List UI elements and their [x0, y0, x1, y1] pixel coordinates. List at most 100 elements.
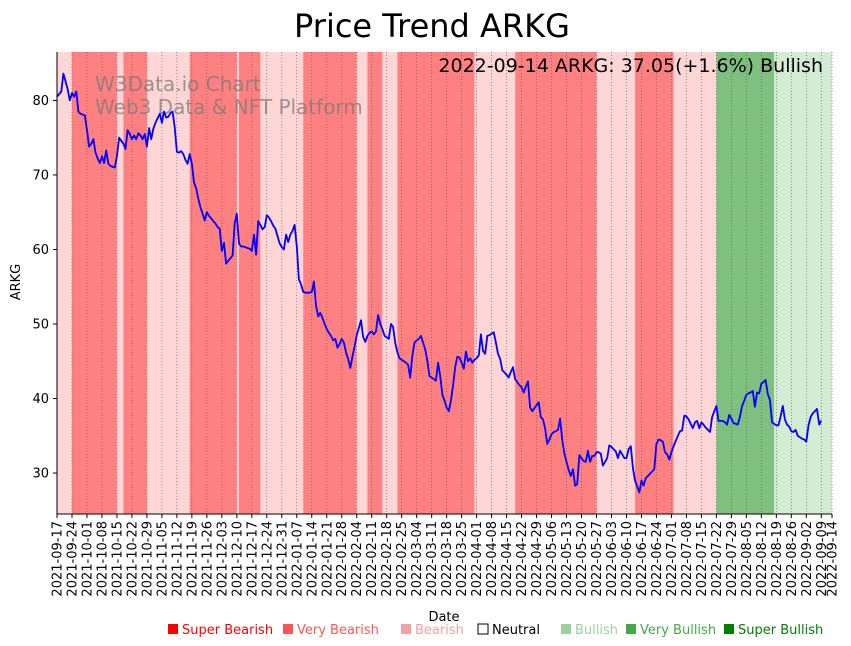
legend-swatch: [283, 624, 293, 634]
x-tick-label: 2021-11-12: [170, 521, 185, 597]
y-tick-label: 40: [32, 392, 49, 407]
legend-swatch: [626, 624, 636, 634]
y-tick-label: 50: [32, 317, 49, 332]
chart-title: Price Trend ARKG: [294, 7, 570, 45]
vertical-gridlines: [56, 52, 833, 514]
legend-label: Neutral: [492, 623, 540, 638]
x-tick-label: 2022-06-03: [605, 521, 620, 597]
x-tick-label: 2022-02-25: [395, 521, 410, 597]
x-tick-label: 2021-12-31: [275, 521, 290, 597]
x-tick-label: 2021-12-10: [230, 521, 245, 597]
sentiment-band-very-bearish: [515, 52, 597, 514]
x-tick-label: 2021-10-22: [125, 521, 140, 597]
sentiment-band-bearish: [116, 52, 124, 514]
x-tick-label: 2022-09-02: [800, 521, 815, 597]
x-tick-label: 2021-10-01: [80, 521, 95, 597]
x-tick-label: 2022-04-22: [515, 521, 530, 597]
x-tick-label: 2022-07-29: [725, 521, 740, 597]
x-tick-label: 2021-10-29: [140, 521, 155, 597]
sentiment-band-bullish: [774, 52, 832, 514]
sentiment-band-very-bearish: [238, 52, 261, 514]
price-series-line: [56, 72, 823, 494]
legend-swatch: [168, 624, 178, 634]
x-axis-ticks: 2021-09-17 2021-09-24 2021-10-01 2021-10-08…: [51, 514, 841, 597]
x-tick-label: 2022-05-27: [590, 521, 605, 597]
sentiment-band-very-bearish: [635, 52, 674, 514]
x-tick-label: 2021-12-24: [260, 521, 275, 597]
x-tick-label: 2021-11-05: [155, 521, 170, 597]
sentiment-band-very-bullish: [716, 52, 775, 514]
sentiment-band-very-bearish: [367, 52, 383, 514]
y-tick-label: 30: [32, 467, 49, 482]
x-tick-label: 2022-04-29: [530, 521, 545, 597]
x-tick-label: 2022-07-22: [710, 521, 725, 597]
x-tick-label: 2022-09-14: [826, 521, 841, 597]
x-tick-label: 2022-03-04: [410, 521, 425, 597]
legend-item-super-bearish: Super Bearish: [168, 623, 273, 638]
x-tick-label: 2022-02-11: [365, 521, 380, 597]
x-tick-label: 2022-03-25: [455, 521, 470, 597]
x-tick-label: 2022-06-10: [620, 521, 635, 597]
sentiment-band-bearish: [673, 52, 717, 514]
legend-label: Super Bullish: [738, 623, 823, 638]
legend-label: Very Bullish: [640, 623, 716, 638]
legend-label: Bullish: [575, 623, 618, 638]
axes: [56, 52, 832, 515]
legend-swatch: [477, 623, 489, 635]
legend-label: Very Bearish: [297, 623, 379, 638]
legend-item-very-bearish: Very Bearish: [283, 623, 379, 638]
x-tick-label: 2022-07-01: [665, 521, 680, 597]
x-tick-label: 2022-09-09: [815, 521, 830, 597]
legend-item-bullish: Bullish: [561, 623, 618, 638]
x-tick-label: 2022-08-19: [770, 521, 785, 597]
watermark-line-1: W3Data.io Chart: [95, 72, 261, 96]
sentiment-band-bearish: [57, 52, 72, 514]
x-tick-label: 2021-11-26: [200, 521, 215, 597]
x-tick-label: 2022-02-04: [350, 521, 365, 597]
y-tick-label: 80: [32, 94, 49, 109]
sentiment-band-bearish: [356, 52, 368, 514]
y-tick-label: 60: [32, 243, 49, 258]
watermark: W3Data.io Chart Web3 Data & NFT Platform: [95, 72, 363, 119]
sentiment-band-bearish: [382, 52, 398, 514]
watermark-line-2: Web3 Data & NFT Platform: [95, 95, 363, 119]
x-tick-label: 2022-08-12: [755, 521, 770, 597]
sentiment-band-bearish: [236, 52, 239, 514]
legend-item-bearish: Bearish: [401, 623, 464, 638]
sentiment-band-bearish: [146, 52, 190, 514]
x-tick-label: 2021-10-15: [110, 521, 125, 597]
y-axis-ticks: 30 40 50 60 70 80: [32, 94, 57, 482]
x-tick-label: 2021-09-17: [51, 521, 66, 597]
legend-item-neutral: Neutral: [477, 623, 540, 638]
x-tick-label: 2022-01-28: [335, 521, 350, 597]
x-tick-label: 2022-07-08: [680, 521, 695, 597]
legend-swatch: [724, 624, 734, 634]
sentiment-band-very-bearish: [189, 52, 237, 514]
legend-swatch: [561, 624, 571, 634]
sentiment-band-very-bearish: [303, 52, 357, 514]
latest-price-annotation: 2022-09-14 ARKG: 37.05(+1.6%) Bullish: [438, 55, 823, 77]
x-tick-label: 2021-11-19: [185, 521, 200, 597]
x-tick-label: 2022-01-14: [305, 521, 320, 597]
legend-swatch: [401, 624, 411, 634]
sentiment-band-bearish: [474, 52, 516, 514]
legend-label: Bearish: [415, 623, 464, 638]
x-tick-label: 2021-10-08: [95, 521, 110, 597]
x-tick-label: 2022-05-20: [575, 521, 590, 597]
x-tick-label: 2022-06-24: [650, 521, 665, 597]
x-tick-label: 2021-12-03: [215, 521, 230, 597]
sentiment-legend: Super Bearish Very Bearish Bearish Neutral B…: [168, 623, 823, 638]
sentiment-band-bearish: [596, 52, 636, 514]
y-tick-label: 70: [32, 168, 49, 183]
x-tick-label: 2021-09-24: [65, 521, 80, 597]
x-tick-label: 2022-07-15: [695, 521, 710, 597]
y-axis-label: ARKG: [9, 264, 24, 301]
sentiment-bands: [57, 52, 832, 514]
x-tick-label: 2022-06-17: [635, 521, 650, 597]
x-tick-label: 2022-08-05: [740, 521, 755, 597]
x-tick-label: 2022-03-18: [440, 521, 455, 597]
sentiment-band-very-bearish: [397, 52, 475, 514]
sentiment-band-very-bearish: [123, 52, 147, 514]
x-axis-label: Date: [428, 610, 459, 625]
